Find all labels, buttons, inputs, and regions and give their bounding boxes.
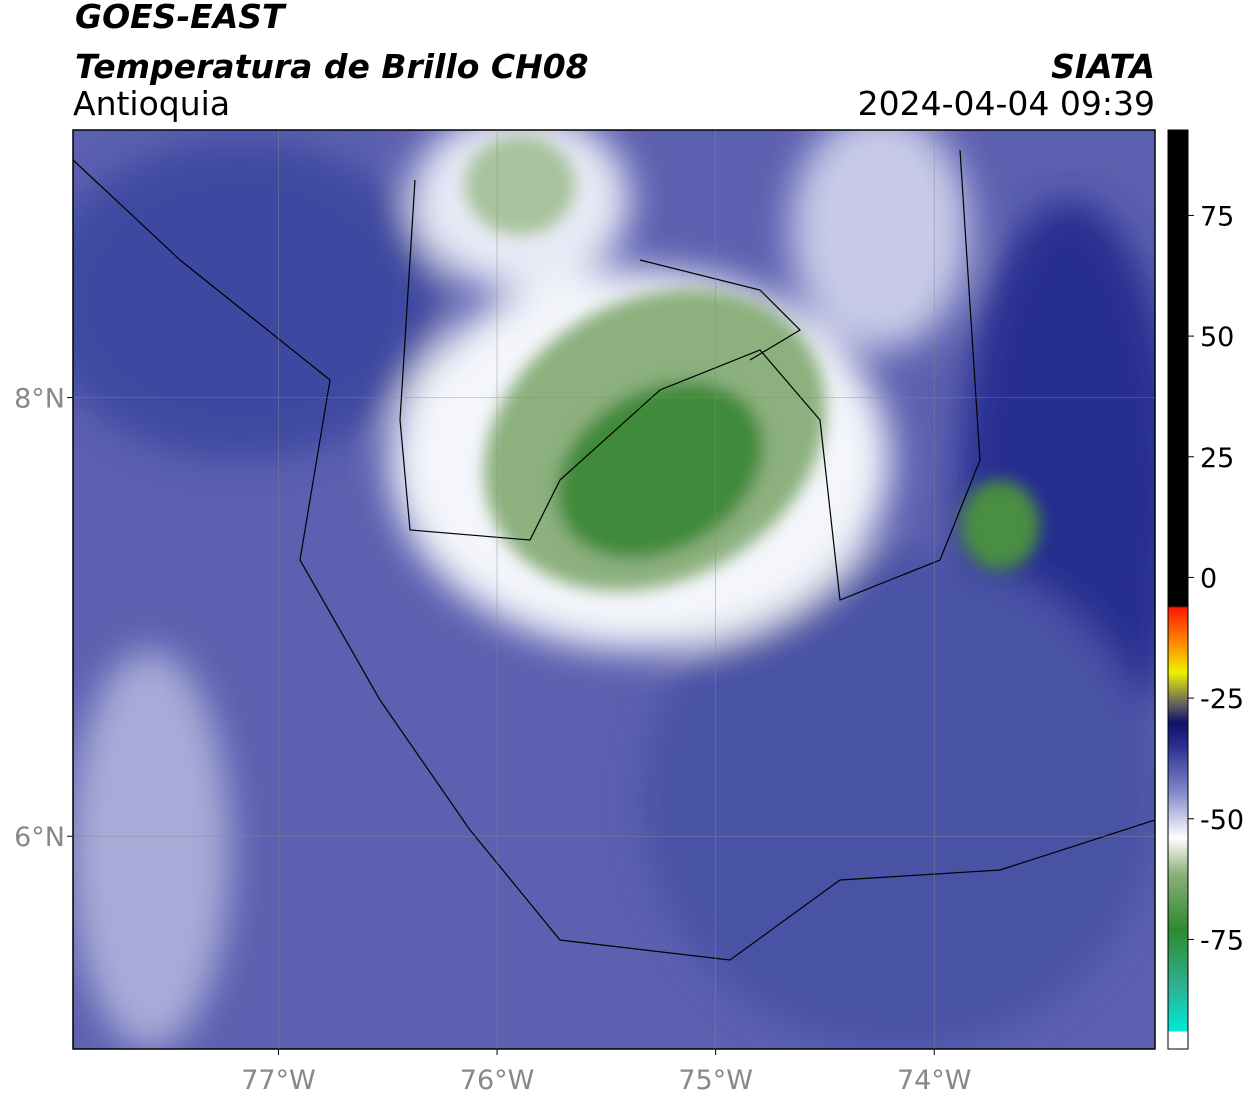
colorbar-label: -50 — [1200, 805, 1244, 836]
title: GOES-EAST — [75, 0, 287, 36]
x-tick-label: 74°W — [897, 1065, 972, 1096]
map-frame — [72, 129, 1156, 1050]
colorbar-label: 50 — [1200, 322, 1234, 353]
y-tick-label: 6°N — [14, 822, 65, 853]
colorbar — [1167, 129, 1189, 1050]
y-tick-label: 8°N — [14, 384, 65, 415]
colorbar-label: 0 — [1200, 563, 1217, 594]
source: SIATA — [1051, 47, 1155, 86]
colorbar-label: -25 — [1200, 684, 1244, 715]
x-tick-label: 76°W — [460, 1065, 535, 1096]
subtitle: Temperatura de Brillo CH08 — [75, 47, 589, 86]
colorbar-label: 25 — [1200, 443, 1234, 474]
x-tick-label: 75°W — [678, 1065, 753, 1096]
x-tick-label: 77°W — [241, 1065, 316, 1096]
region: Antioquia — [73, 84, 230, 123]
datetime: 2024-04-04 09:39 — [858, 84, 1155, 123]
colorbar-label: -75 — [1200, 925, 1244, 956]
imagery — [73, 130, 1155, 1049]
colorbar-label: 75 — [1200, 201, 1234, 232]
